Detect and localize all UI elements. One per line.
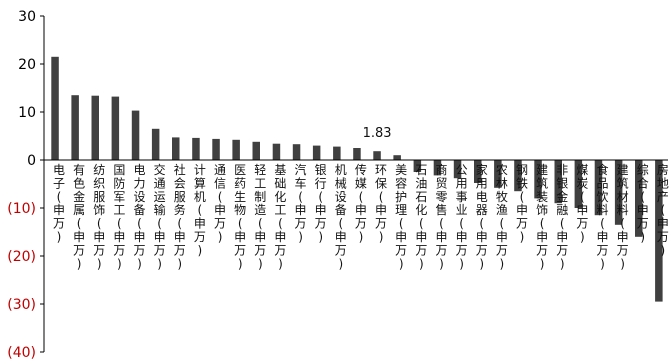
category-label: 商贸零售(申万) xyxy=(435,162,447,271)
bar xyxy=(393,155,401,160)
bar xyxy=(574,160,583,208)
y-tick-label: (10) xyxy=(7,201,36,217)
category-label: 煤炭(申万) xyxy=(576,163,588,244)
category-label: 食品饮料(申万) xyxy=(596,162,608,271)
category-label: 社会服务(申万) xyxy=(174,162,186,271)
category-label: 美容护理(申万) xyxy=(395,163,407,271)
category-label: 计算机(申万) xyxy=(194,163,206,257)
data-labels: 1.83 xyxy=(363,126,392,141)
category-label: 建筑装饰(申万) xyxy=(536,163,548,271)
category-label: 农林牧渔(申万) xyxy=(496,163,508,271)
category-label: 房地产(申万) xyxy=(657,162,669,257)
category-labels: 电子(申万) 有色金属(申万) 纺织服饰(申万) 国防军工(申万) 电力设备(申万) 交通… xyxy=(53,162,669,271)
category-label: 石油石化(申万) xyxy=(415,163,427,271)
bar xyxy=(614,160,623,225)
bar xyxy=(212,138,220,160)
category-label: 建筑材料(申万) xyxy=(617,163,629,271)
category-label: 医药生物(申万) xyxy=(234,163,246,271)
category-label: 机械设备(申万) xyxy=(335,163,347,271)
y-tick-label: (30) xyxy=(7,297,36,313)
bar xyxy=(91,95,99,160)
bar xyxy=(353,148,361,160)
y-tick-label: 10 xyxy=(18,105,36,121)
bar xyxy=(494,160,502,188)
y-axis: 30 20 10 0 (10) (20) (30) (40) xyxy=(7,9,45,361)
category-label: 通信(申万) xyxy=(214,163,226,244)
bar xyxy=(655,160,663,302)
category-label: 国防军工(申万) xyxy=(113,163,125,271)
y-tick-label: (40) xyxy=(7,345,36,361)
bar xyxy=(292,144,301,160)
bar xyxy=(594,160,603,216)
bar xyxy=(413,160,422,172)
bar xyxy=(373,151,381,160)
bar xyxy=(172,137,180,160)
category-label: 电子(申万) xyxy=(53,163,65,244)
bar xyxy=(554,160,562,204)
bar-series xyxy=(44,56,668,302)
bar xyxy=(151,128,160,160)
bar xyxy=(534,160,542,199)
bar xyxy=(474,160,482,183)
category-label: 交通运输(申万) xyxy=(154,162,166,271)
category-label: 综合(申万) xyxy=(637,163,649,244)
bar xyxy=(51,56,59,160)
bar xyxy=(71,95,79,160)
category-label: 家用电器(申万) xyxy=(476,162,488,271)
category-label: 汽车(申万) xyxy=(295,162,307,244)
bar xyxy=(272,143,281,160)
category-label: 非银金融(申万) xyxy=(556,163,568,271)
category-label: 钢铁(申万) xyxy=(516,163,528,244)
category-label: 公用事业(申万) xyxy=(456,163,468,271)
category-label: 有色金属(申万) xyxy=(73,163,85,271)
category-label: 银行(申万) xyxy=(315,163,327,244)
y-tick-label: (20) xyxy=(7,249,36,265)
bar xyxy=(111,96,120,160)
bar xyxy=(333,146,341,160)
category-label: 电力设备(申万) xyxy=(134,163,146,271)
y-tick-label: 20 xyxy=(18,57,36,73)
category-label: 传媒(申万) xyxy=(355,162,367,244)
y-tick-label: 0 xyxy=(27,153,36,169)
bar xyxy=(252,141,260,160)
bar xyxy=(192,137,200,160)
category-label: 轻工制造(申万) xyxy=(254,163,266,271)
bar xyxy=(312,145,321,160)
category-label: 环保(申万) xyxy=(375,163,387,244)
bar xyxy=(453,160,462,179)
bar xyxy=(232,139,240,160)
bar xyxy=(433,160,442,176)
data-label: 1.83 xyxy=(363,126,392,141)
bar xyxy=(131,110,140,160)
bar xyxy=(635,160,643,237)
category-label: 纺织服饰(申万) xyxy=(93,163,105,271)
category-label: 基础化工(申万) xyxy=(274,163,286,271)
y-tick-label: 30 xyxy=(18,9,36,25)
bar xyxy=(514,160,522,192)
